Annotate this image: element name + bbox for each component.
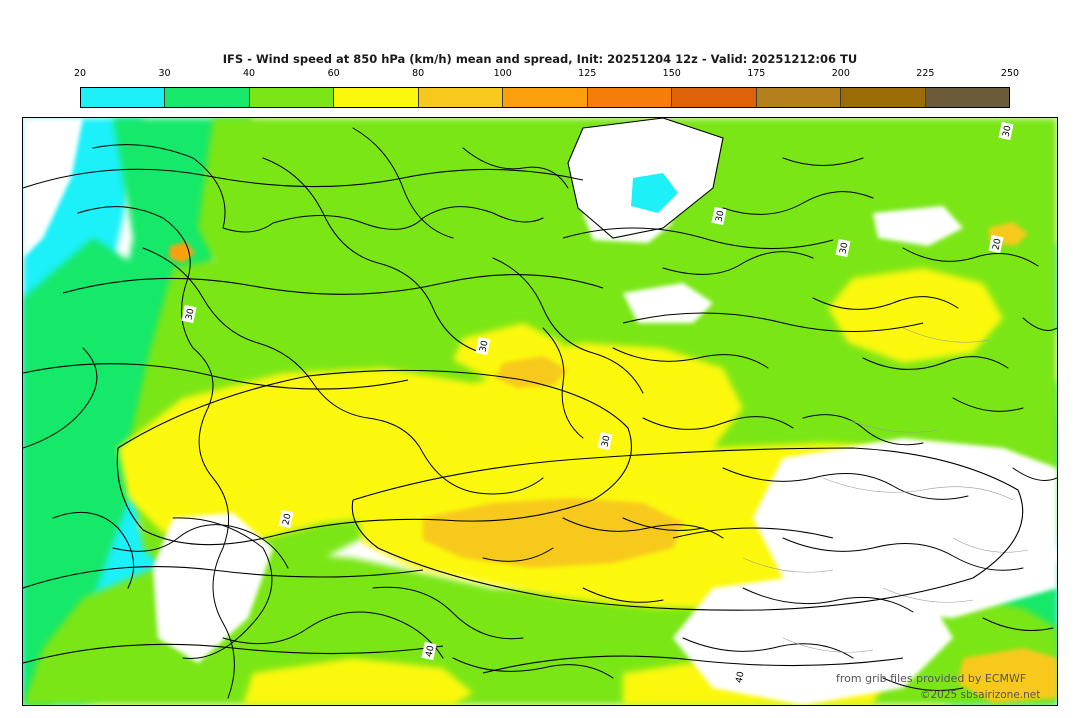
contour-label: 30 [181, 304, 197, 324]
colorbar-segment-225-250 [925, 88, 1009, 107]
colorbar-segment-150-175 [672, 88, 757, 107]
colorbar-segment-20-30 [81, 88, 166, 107]
colorbar-tick-80: 80 [412, 68, 425, 79]
colorbar-segment-100-125 [503, 88, 588, 107]
weather-map-contour-field: 30 30 20 30 40 40 20 30 30 30 [23, 118, 1057, 705]
colorbar-tick-40: 40 [243, 68, 256, 79]
colorbar-tick-60: 60 [327, 68, 340, 79]
contour-label: 20 [988, 234, 1004, 254]
colorbar-tick-250: 250 [1000, 68, 1020, 79]
contour-label-text: 30 [600, 434, 612, 448]
colorbar-tick-20: 20 [73, 68, 87, 79]
contour-label-text: 30 [478, 339, 490, 353]
contour-label: 30 [597, 431, 613, 451]
colorbar-tick-150: 150 [662, 68, 681, 79]
weather-map-panel[interactable]: 30 30 20 30 40 40 20 30 30 30 [22, 117, 1058, 706]
page-title: IFS - Wind speed at 850 hPa (km/h) mean … [222, 52, 858, 66]
colorbar-gradient-strip [80, 87, 1010, 108]
contour-label-text: 30 [184, 307, 196, 321]
colorbar-segment-200-225 [841, 88, 926, 107]
contour-label: 30 [711, 206, 727, 226]
colorbar-segment-125-150 [587, 88, 673, 107]
colorbar-segment-30-40 [165, 88, 250, 107]
contour-label-text: 30 [714, 209, 726, 223]
contour-label-text: 20 [281, 512, 293, 526]
colorbar-tick-30: 30 [158, 68, 171, 79]
contour-label-text: 20 [991, 237, 1003, 251]
contour-label: 20 [278, 509, 294, 529]
colorbar-segment-175-200 [756, 88, 842, 107]
colorbar-tick-100: 100 [493, 68, 512, 79]
colorbar-tick-labels: 20 30 40 60 80 100 125 150 175 200 225 250 [74, 68, 1019, 85]
colorbar-tick-175: 175 [747, 68, 766, 79]
contour-label-text: 30 [1001, 124, 1013, 138]
colorbar-tick-200: 200 [831, 68, 850, 79]
contour-label-text: 40 [734, 670, 746, 684]
colorbar-tick-125: 125 [578, 68, 597, 79]
contour-label: 30 [835, 238, 851, 258]
contour-label: 30 [475, 336, 491, 356]
colorbar-legend: 20 30 40 60 80 100 125 150 175 200 225 250 [74, 68, 1019, 110]
contour-label-text: 30 [838, 241, 850, 255]
contour-label: 40 [731, 667, 747, 687]
colorbar-segment-60-80 [334, 88, 419, 107]
contour-label: 40 [421, 641, 437, 661]
contour-label: 30 [998, 121, 1014, 141]
contour-label-text: 40 [424, 644, 436, 658]
colorbar-tick-225: 225 [916, 68, 935, 79]
colorbar-segment-40-60 [249, 88, 335, 107]
colorbar-segment-80-100 [418, 88, 504, 107]
